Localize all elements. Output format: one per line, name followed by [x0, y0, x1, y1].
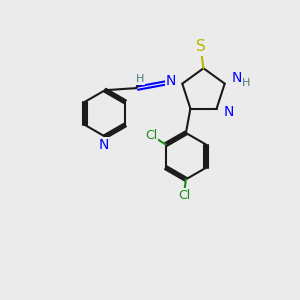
Text: N: N — [223, 105, 234, 118]
Text: N: N — [166, 74, 176, 88]
Text: S: S — [196, 39, 206, 54]
Text: Cl: Cl — [145, 128, 157, 142]
Text: N: N — [232, 71, 242, 85]
Text: N: N — [98, 138, 109, 152]
Text: H: H — [242, 78, 250, 88]
Text: Cl: Cl — [178, 189, 190, 202]
Text: H: H — [136, 74, 144, 84]
